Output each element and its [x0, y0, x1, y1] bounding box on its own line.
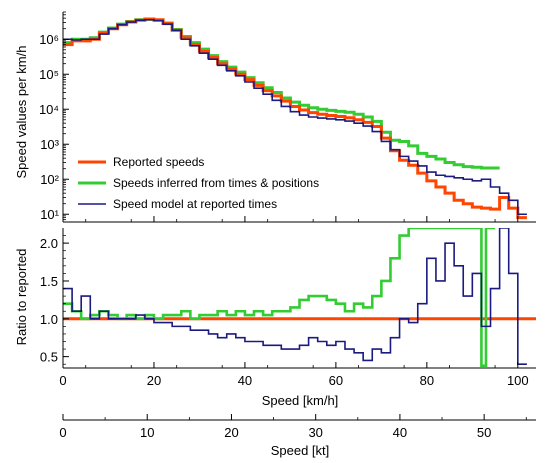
kt-tick-label: 50 — [477, 425, 491, 440]
kt-tick-label: 20 — [224, 425, 238, 440]
top-series-speeds-inferred-from-times-positions — [63, 17, 500, 170]
bottom-x-tick-label: 100 — [507, 373, 529, 388]
top-y-tick-label: 10⁴ — [39, 102, 59, 117]
top-y-tick-label: 10⁶ — [39, 32, 59, 47]
top-y-tick-label: 10⁵ — [39, 67, 59, 82]
kt-tick-label: 30 — [308, 425, 322, 440]
bottom-x-tick-label: 60 — [329, 373, 343, 388]
bottom-series-group — [63, 228, 536, 368]
legend-label-inferred: Speeds inferred from times & positions — [113, 176, 319, 190]
bottom-x-tick-label: 40 — [238, 373, 252, 388]
top-panel-plot-area: 10¹ 10² 10³ 10⁴ 10⁵ 10⁶ — [39, 11, 536, 223]
kt-tick-label: 40 — [393, 425, 407, 440]
top-series-group — [63, 17, 527, 220]
bottom-series-speed-model-at-reported-times — [63, 228, 527, 366]
bottom-panel-plot-area: 0.5 1.0 1.5 2.0 0 20 40 60 80 100 — [40, 228, 536, 388]
kt-tick-label: 10 — [140, 425, 154, 440]
top-y-tick-label: 10² — [40, 172, 59, 187]
bottom-y-tick-label: 1.0 — [40, 312, 58, 327]
knots-axis: 0 10 20 30 40 50 — [59, 414, 536, 440]
top-y-tick-label: 10³ — [40, 137, 59, 152]
top-panel-y-axis-label: Speed values per km/h — [14, 46, 29, 179]
bottom-x-tick-label: 20 — [147, 373, 161, 388]
kt-axis-label: Speed [kt] — [271, 443, 330, 458]
kmh-axis-label: Speed [km/h] — [262, 393, 339, 408]
bottom-y-tick-label: 2.0 — [40, 236, 58, 251]
legend-label-model: Speed model at reported times — [113, 197, 277, 211]
bottom-panel-y-axis-label: Ratio to reported — [14, 249, 29, 346]
bottom-x-tick-label: 0 — [59, 373, 66, 388]
bottom-y-tick-label: 0.5 — [40, 350, 58, 365]
top-series-speed-model-at-reported-times — [63, 18, 527, 216]
legend: Reported speeds Speeds inferred from tim… — [78, 155, 319, 211]
legend-label-reported: Reported speeds — [113, 155, 204, 169]
bottom-x-tick-label: 80 — [420, 373, 434, 388]
kt-tick-label: 0 — [59, 425, 66, 440]
bottom-y-tick-label: 1.5 — [40, 274, 58, 289]
top-y-tick-label: 10¹ — [40, 207, 59, 222]
